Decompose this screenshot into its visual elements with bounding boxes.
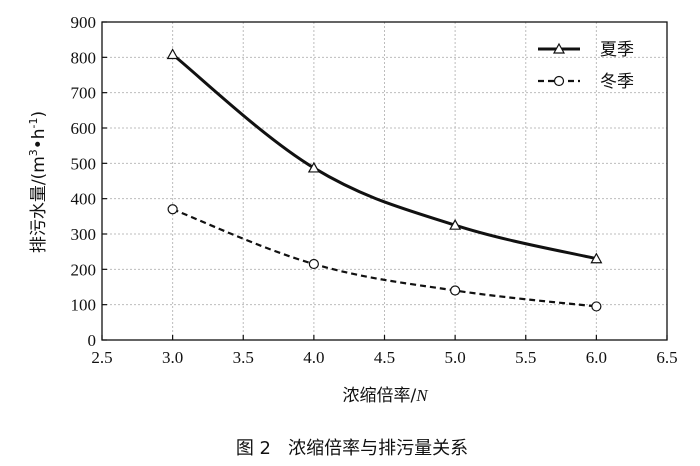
- x-tick-label: 2.5: [91, 348, 112, 367]
- y-tick-label: 100: [71, 296, 97, 315]
- series: [166, 48, 603, 312]
- legend-item-winter: 冬季: [538, 72, 634, 92]
- y-tick-label: 800: [71, 48, 97, 67]
- y-axis-label: 排污水量/(m3•h-1): [27, 111, 49, 253]
- y-tick-label: 0: [88, 331, 97, 350]
- legend-label-summer: 夏季: [600, 40, 634, 60]
- axis-ticks: 0 100 200 300 400 500 600 700 800 900 2.5 3.0 3.5 4.0…: [71, 13, 678, 367]
- legend-item-summer: 夏季: [538, 40, 634, 60]
- data-point-winter: [308, 258, 319, 270]
- data-point-winter: [167, 204, 178, 215]
- grid: [102, 22, 667, 340]
- figure-caption: 图 2 浓缩倍率与排污量关系: [236, 438, 468, 459]
- legend-circle-marker: [553, 75, 565, 87]
- legend-triangle-marker: [552, 42, 566, 54]
- y-tick-label: 200: [71, 260, 97, 279]
- data-point-summer: [449, 218, 462, 230]
- legend-label-winter: 冬季: [600, 72, 634, 92]
- x-tick-label: 6.0: [586, 348, 607, 367]
- x-axis-label: 浓缩倍率/N: [342, 386, 429, 406]
- plot-frame: [101, 21, 668, 341]
- y-tick-label: 500: [71, 154, 97, 173]
- y-tick-label: 600: [71, 119, 97, 138]
- data-point-winter: [591, 301, 602, 312]
- series-line-winter: [172, 208, 597, 308]
- x-tick-label: 3.0: [162, 348, 183, 367]
- x-tick-label: 4.5: [374, 348, 395, 367]
- x-tick-label: 5.5: [515, 348, 536, 367]
- y-tick-label: 700: [71, 84, 97, 103]
- y-tick-label: 300: [71, 225, 97, 244]
- y-tick-label: 400: [71, 190, 97, 209]
- data-point-summer: [307, 161, 320, 173]
- x-tick-label: 6.5: [656, 348, 677, 367]
- x-tick-label: 5.0: [445, 348, 466, 367]
- y-tick-label: 900: [71, 13, 97, 32]
- series-line-summer: [171, 53, 597, 261]
- legend: 夏季 冬季: [538, 40, 634, 92]
- x-tick-label: 4.0: [303, 348, 324, 367]
- x-tick-label: 3.5: [233, 348, 254, 367]
- data-point-winter: [450, 285, 461, 296]
- data-point-summer: [590, 252, 603, 264]
- data-point-summer: [166, 48, 179, 60]
